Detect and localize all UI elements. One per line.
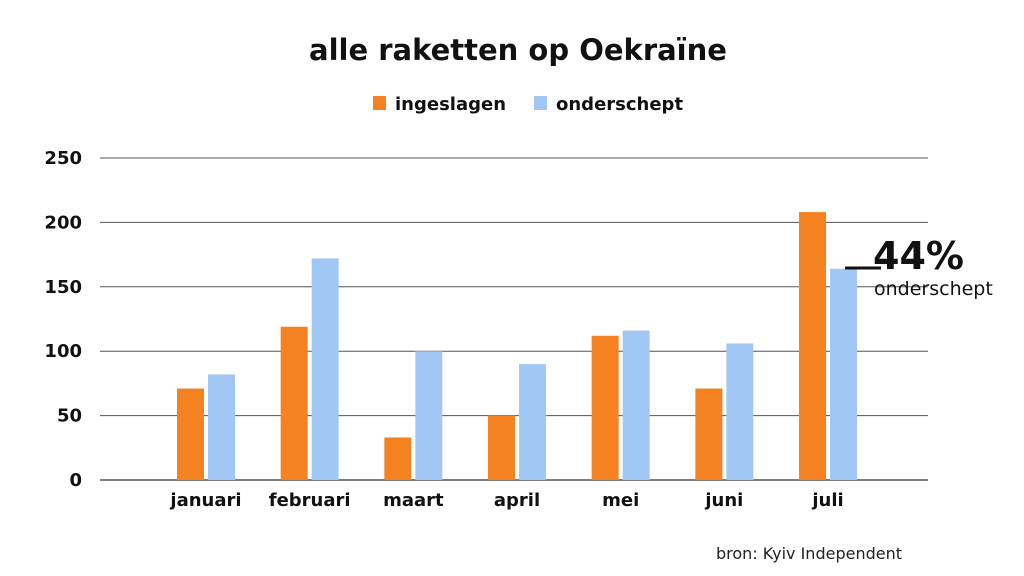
y-tick-label: 100 xyxy=(44,341,82,362)
x-tick-label: april xyxy=(494,490,540,511)
source-label: bron: Kyiv Independent xyxy=(716,544,902,563)
bar-ingeslagen-april xyxy=(488,415,516,480)
y-tick-label: 200 xyxy=(44,212,82,233)
y-tick-label: 250 xyxy=(44,148,82,169)
legend-label-onderschept: onderschept xyxy=(556,94,683,115)
x-tick-label: mei xyxy=(602,490,639,511)
bar-onderschept-mei xyxy=(622,330,650,480)
legend-swatch-onderschept xyxy=(534,96,547,110)
bar-ingeslagen-mei xyxy=(591,335,619,480)
chart-title: alle raketten op Oekraïne xyxy=(309,33,727,67)
annotation-label: onderschept xyxy=(874,278,993,300)
bar-onderschept-juli xyxy=(830,268,858,480)
bar-ingeslagen-februari xyxy=(280,326,308,480)
bar-ingeslagen-maart xyxy=(384,437,412,480)
bar-onderschept-maart xyxy=(415,351,443,480)
bars xyxy=(177,212,858,480)
x-tick-label: februari xyxy=(269,490,351,511)
annotation-value: 44% xyxy=(873,234,964,278)
bar-onderschept-juni xyxy=(726,343,754,480)
bar-onderschept-januari xyxy=(208,374,235,480)
y-axis-ticks: 0 50 100 150 200 250 xyxy=(44,148,82,491)
bar-ingeslagen-juli xyxy=(799,212,827,480)
x-tick-label: juni xyxy=(704,490,743,511)
legend: ingeslagen onderschept xyxy=(373,94,683,115)
bar-onderschept-april xyxy=(519,364,547,480)
y-tick-label: 50 xyxy=(57,406,82,427)
bar-onderschept-februari xyxy=(311,258,339,480)
y-tick-label: 0 xyxy=(69,470,82,491)
annotation: 44%onderschept xyxy=(845,234,993,300)
bar-ingeslagen-juni xyxy=(695,388,723,480)
gridlines xyxy=(100,157,928,481)
x-axis-ticks: januari februari maart april mei juni juli xyxy=(169,490,843,511)
legend-label-ingeslagen: ingeslagen xyxy=(395,94,506,115)
x-tick-label: maart xyxy=(383,490,444,511)
bar-ingeslagen-januari xyxy=(177,388,204,480)
legend-swatch-ingeslagen xyxy=(373,96,386,110)
x-tick-label: januari xyxy=(169,490,241,511)
y-tick-label: 150 xyxy=(44,277,82,298)
x-tick-label: juli xyxy=(811,490,843,511)
